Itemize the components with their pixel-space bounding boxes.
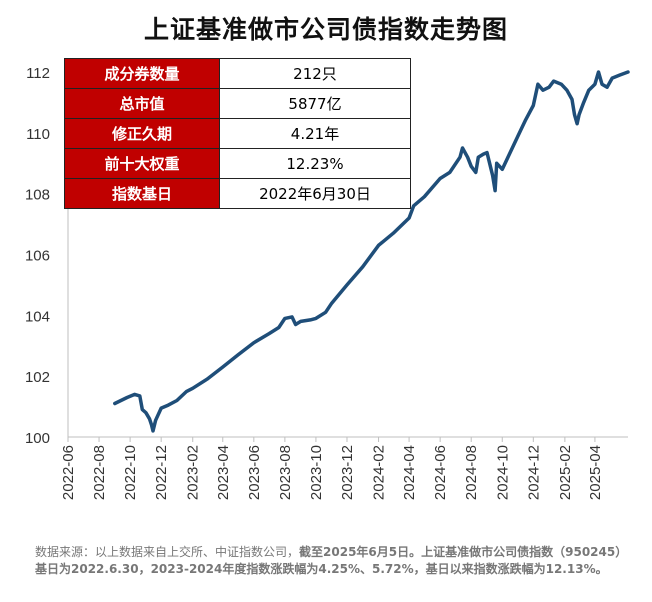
y-tick-label: 102 — [25, 369, 50, 386]
info-table: 成分券数量 212只 总市值 5877亿 修正久期 4.21年 前十大权重 12… — [64, 58, 411, 209]
x-axis: 2022-06 2022-08 2022-10 2022-12 2023-02 2023-… — [60, 436, 628, 500]
series-layer — [113, 70, 630, 433]
x-tick-label: 2024-04 — [401, 445, 418, 500]
x-tick-label: 2023-02 — [185, 445, 202, 500]
table-row: 前十大权重 12.23% — [64, 148, 411, 179]
x-tick-label: 2024-10 — [494, 445, 511, 500]
note-bold: 截至2025年6月5日。上证基准做市公司债指数（950245）基日为2022.6… — [35, 545, 628, 576]
table-key: 指数基日 — [64, 178, 220, 209]
x-tick-label: 2024-06 — [432, 445, 449, 500]
x-tick-label: 2023-12 — [339, 445, 356, 500]
x-tick-label: 2023-06 — [246, 445, 263, 500]
y-tick-label: 104 — [25, 308, 50, 325]
x-tick-label: 2022-10 — [122, 445, 139, 500]
table-row: 修正久期 4.21年 — [64, 118, 411, 149]
x-tick-label: 2022-08 — [91, 445, 108, 500]
x-tick-label: 2023-08 — [277, 445, 294, 500]
table-value: 4.21年 — [219, 118, 411, 149]
x-tick-label: 2022-06 — [60, 445, 77, 500]
table-value: 12.23% — [219, 148, 411, 179]
table-row: 指数基日 2022年6月30日 — [64, 178, 411, 209]
table-value: 2022年6月30日 — [219, 178, 411, 209]
table-row: 成分券数量 212只 — [64, 58, 411, 89]
y-axis: 100 102 104 106 108 110 112 — [25, 65, 69, 447]
x-tick-label: 2025-02 — [557, 445, 574, 500]
table-key: 成分券数量 — [64, 58, 220, 89]
y-tick-label: 100 — [25, 430, 50, 447]
x-tick-label: 2024-08 — [463, 445, 480, 500]
table-value: 5877亿 — [219, 88, 411, 119]
source-note: 数据来源：以上数据来自上交所、中证指数公司，截至2025年6月5日。上证基准做市… — [35, 544, 635, 578]
x-tick-label: 2024-02 — [371, 445, 388, 500]
x-tick-label: 2025-04 — [587, 445, 604, 500]
y-tick-label: 108 — [25, 187, 50, 204]
table-value: 212只 — [219, 58, 411, 89]
y-tick-label: 112 — [26, 65, 50, 82]
table-key: 前十大权重 — [64, 148, 220, 179]
y-tick-label: 106 — [25, 248, 50, 265]
x-tick-label: 2024-12 — [525, 445, 542, 500]
chart-title: 上证基准做市公司债指数走势图 — [143, 15, 508, 44]
x-tick-label: 2022-12 — [153, 445, 170, 500]
x-tick-label: 2023-10 — [308, 445, 325, 500]
table-key: 修正久期 — [64, 118, 220, 149]
table-row: 总市值 5877亿 — [64, 88, 411, 119]
x-tick-label: 2023-04 — [215, 445, 232, 500]
table-key: 总市值 — [64, 88, 220, 119]
series-line — [113, 70, 630, 433]
y-tick-label: 110 — [26, 126, 50, 143]
note-plain: 数据来源：以上数据来自上交所、中证指数公司， — [35, 545, 300, 559]
